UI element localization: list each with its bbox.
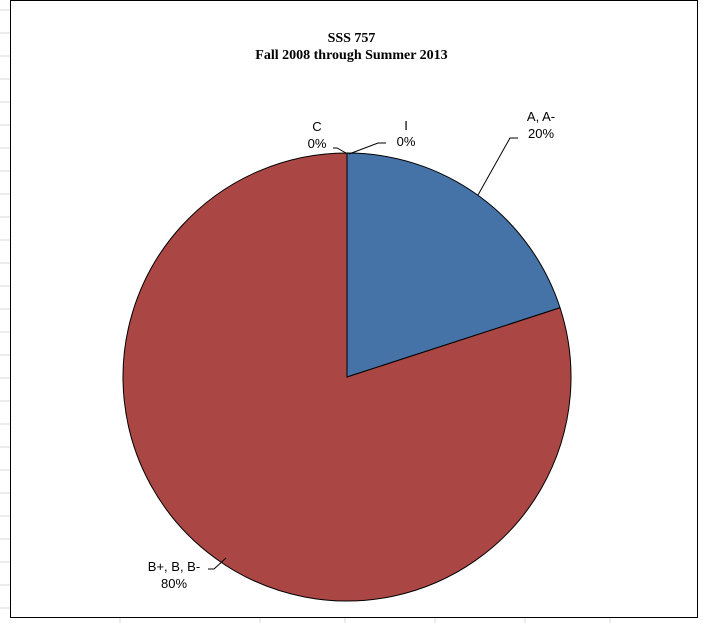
pie-slices [122, 152, 572, 602]
data-label-percent-c: 0% [308, 136, 327, 151]
chart-subtitle: Fall 2008 through Summer 2013 [255, 48, 448, 63]
chart-title-block: SSS 757 Fall 2008 through Summer 2013 [0, 30, 703, 64]
data-labels: A, A-20%B+, B, B-80%C0%I0% [148, 109, 555, 591]
pie-slice-b-b-b[interactable] [122, 152, 572, 602]
data-label-category-i: I [404, 118, 408, 133]
leader-line-c [333, 147, 347, 154]
data-label-category-b-b-b: B+, B, B- [148, 559, 200, 574]
leader-lines [208, 137, 518, 570]
pie-slice-a-a[interactable] [346, 152, 561, 378]
leader-line-i [348, 142, 386, 155]
data-label-percent-i: 0% [397, 134, 416, 149]
data-label-percent-b-b-b: 80% [161, 576, 187, 591]
data-label-category-a-a: A, A- [527, 109, 555, 124]
data-label-category-c: C [312, 119, 321, 134]
leader-line-b-b-b [208, 557, 227, 570]
data-label-percent-a-a: 20% [528, 126, 554, 141]
chart-title: SSS 757 [327, 31, 376, 46]
leader-line-a-a [477, 137, 518, 196]
